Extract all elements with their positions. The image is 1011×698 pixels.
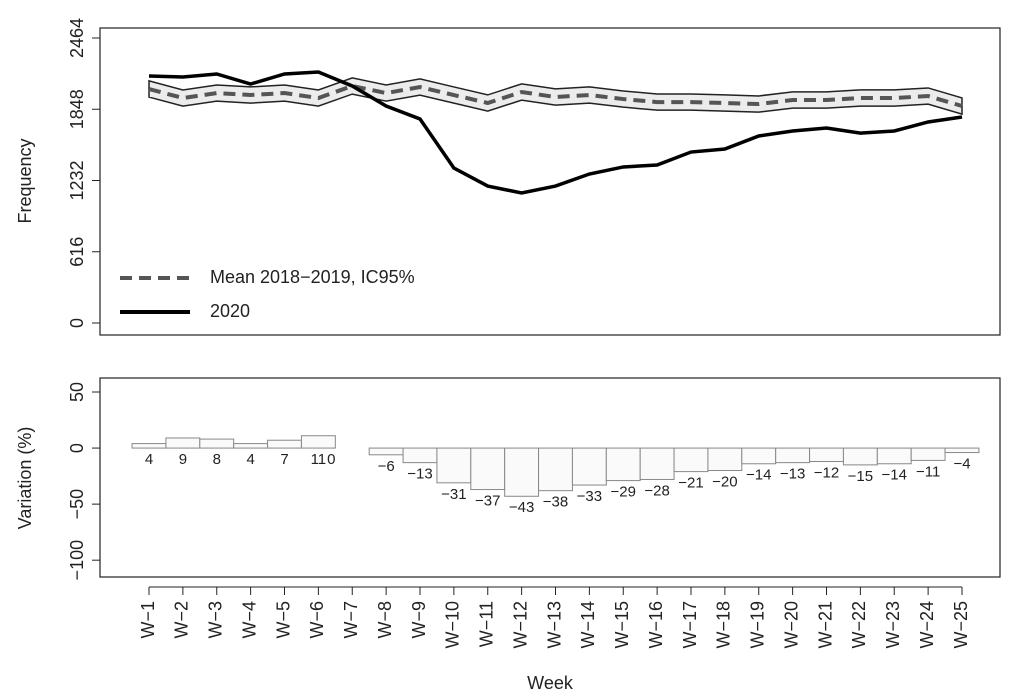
y-axis-title: Frequency	[15, 138, 35, 223]
value-label: −38	[543, 494, 568, 511]
y-tick-label: 1232	[67, 160, 87, 200]
x-tick-label: W−25	[951, 601, 971, 649]
value-label: 9	[179, 451, 187, 468]
line-series	[148, 70, 963, 195]
value-label: −13	[407, 466, 432, 483]
value-label: −37	[475, 493, 500, 510]
x-tick-label: W−16	[646, 601, 666, 649]
bar	[436, 447, 472, 484]
bar	[707, 447, 743, 471]
x-tick-label: W−23	[883, 601, 903, 649]
legend-label: 2020	[210, 301, 250, 321]
y-tick-label: 616	[67, 237, 87, 267]
legend-label: Mean 2018−2019, IC95%	[210, 267, 415, 287]
value-label: 8	[213, 451, 221, 468]
bar	[876, 447, 912, 465]
bar	[842, 447, 878, 466]
y-tick-label: 0	[67, 443, 87, 453]
value-label: 0	[327, 451, 335, 468]
value-label: −14	[882, 467, 907, 484]
x-tick-label: W−15	[612, 601, 632, 649]
bar	[775, 447, 811, 464]
x-tick-label: W−10	[443, 601, 463, 649]
y-axis-title: Variation (%)	[15, 427, 35, 530]
y-tick-label: −100	[67, 540, 87, 581]
x-tick-label: W−11	[477, 601, 497, 647]
bar	[673, 447, 709, 473]
x-axis-title: Week	[527, 673, 574, 693]
bar	[571, 447, 607, 486]
x-tick-label: W−12	[510, 601, 530, 649]
bar	[267, 439, 302, 449]
value-label: −15	[848, 468, 873, 485]
bar	[131, 443, 167, 449]
value-label: −28	[644, 482, 669, 499]
x-tick-label: W−6	[307, 601, 327, 639]
x-tick-label: W−8	[375, 601, 395, 639]
bar	[538, 447, 573, 492]
value-label: −31	[441, 486, 466, 503]
bar	[199, 438, 235, 449]
x-tick-label: W−7	[341, 601, 361, 639]
bar	[504, 447, 540, 497]
x-tick-label: W−20	[781, 601, 801, 649]
value-label: −21	[678, 475, 703, 492]
y-tick-label: 50	[67, 382, 87, 402]
value-label: −43	[509, 499, 534, 516]
value-label: 7	[280, 451, 288, 468]
plot-frame	[99, 27, 1001, 336]
bar	[165, 437, 201, 449]
x-tick-label: W−13	[544, 601, 564, 649]
x-tick-label: W−22	[849, 601, 869, 649]
value-label: −4	[953, 456, 970, 473]
x-tick-label: W−21	[815, 601, 835, 649]
line-series	[148, 83, 963, 108]
bar	[605, 447, 641, 482]
bar	[809, 447, 844, 463]
x-tick-label: W−2	[172, 601, 192, 639]
bar	[233, 443, 269, 449]
y-tick-label: 0	[67, 318, 87, 328]
y-tick-label: −50	[67, 489, 87, 520]
value-label: 4	[145, 451, 153, 468]
y-tick-label: 2464	[67, 18, 87, 58]
confidence-band	[148, 77, 963, 116]
bar	[368, 447, 404, 456]
x-tick-label: W−18	[714, 601, 734, 649]
bar	[402, 447, 438, 464]
x-tick-label: W−5	[273, 601, 293, 639]
x-tick-label: W−4	[239, 601, 259, 639]
bar	[741, 447, 777, 465]
value-label: 4	[246, 451, 254, 468]
value-label: −12	[814, 464, 839, 481]
value-label: −29	[611, 484, 636, 501]
value-label: 11	[311, 451, 327, 468]
x-tick-label: W−3	[206, 601, 226, 639]
value-label: −6	[378, 458, 395, 475]
plot-frame	[99, 377, 1001, 578]
bar	[639, 447, 675, 480]
value-label: −11	[916, 463, 940, 480]
x-tick-label: W−24	[917, 601, 937, 649]
bar	[910, 447, 946, 461]
x-tick-label: W−17	[680, 601, 700, 649]
bar	[944, 447, 980, 454]
x-tick-label: W−9	[409, 601, 429, 639]
x-tick-label: W−19	[748, 601, 768, 649]
bar	[470, 447, 506, 491]
value-label: −13	[780, 466, 805, 483]
y-tick-label: 1848	[67, 89, 87, 129]
value-label: −14	[746, 467, 771, 484]
value-label: −20	[712, 473, 737, 490]
x-tick-label: W−14	[578, 601, 598, 649]
bar	[300, 435, 336, 449]
value-label: −33	[577, 488, 602, 505]
x-tick-label: W−1	[138, 601, 158, 639]
